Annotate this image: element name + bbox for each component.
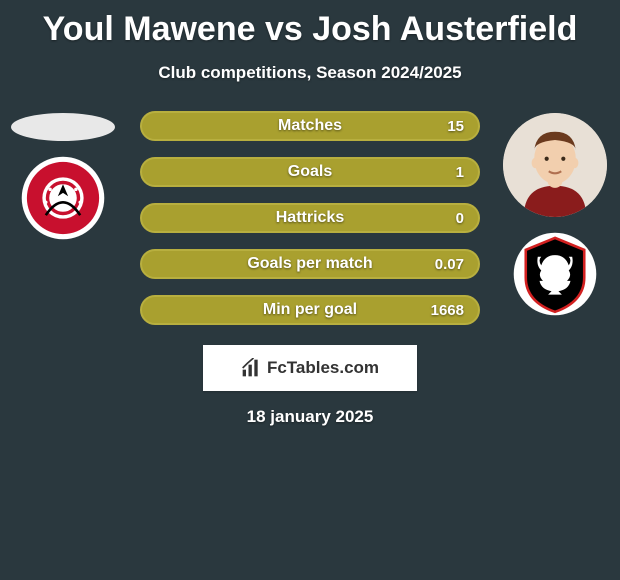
stat-value-right: 0 <box>456 210 464 227</box>
page-title: Youl Mawene vs Josh Austerfield <box>0 0 620 49</box>
stat-value-right: 15 <box>447 118 464 135</box>
club-badge-right <box>512 231 598 317</box>
player-left-column: T F C <box>8 111 118 241</box>
stat-value-right: 1 <box>456 164 464 181</box>
source-watermark: FcTables.com <box>203 345 417 391</box>
player-left-placeholder <box>11 113 115 141</box>
watermark-prefix: Fc <box>267 358 287 377</box>
stat-row-matches: Matches 15 <box>140 111 480 141</box>
stat-label: Matches <box>142 117 478 135</box>
stat-bars: Matches 15 Goals 1 Hattricks 0 Goals per… <box>140 111 480 341</box>
stat-label: Goals per match <box>142 255 478 273</box>
stat-label: Hattricks <box>142 209 478 227</box>
watermark-main: Tables <box>287 358 340 377</box>
player-right-photo <box>503 113 607 217</box>
stat-row-goals: Goals 1 <box>140 157 480 187</box>
fleetwood-crest-icon: T F C <box>20 155 106 241</box>
salford-crest-icon <box>512 231 598 317</box>
player-right-column <box>500 111 610 317</box>
stat-value-right: 1668 <box>431 302 464 319</box>
bar-chart-icon <box>241 358 261 378</box>
player-face-icon <box>503 113 607 217</box>
stat-label: Goals <box>142 163 478 181</box>
club-badge-left: T F C <box>20 155 106 241</box>
stat-row-hattricks: Hattricks 0 <box>140 203 480 233</box>
watermark-suffix: .com <box>339 358 379 377</box>
watermark-text: FcTables.com <box>267 358 379 378</box>
svg-text:T F C: T F C <box>53 164 73 173</box>
comparison-card: Youl Mawene vs Josh Austerfield Club com… <box>0 0 620 580</box>
footer-date: 18 january 2025 <box>0 407 620 427</box>
stat-row-goals-per-match: Goals per match 0.07 <box>140 249 480 279</box>
page-subtitle: Club competitions, Season 2024/2025 <box>0 63 620 83</box>
stat-row-min-per-goal: Min per goal 1668 <box>140 295 480 325</box>
stat-value-right: 0.07 <box>435 256 464 273</box>
stat-label: Min per goal <box>142 301 478 319</box>
